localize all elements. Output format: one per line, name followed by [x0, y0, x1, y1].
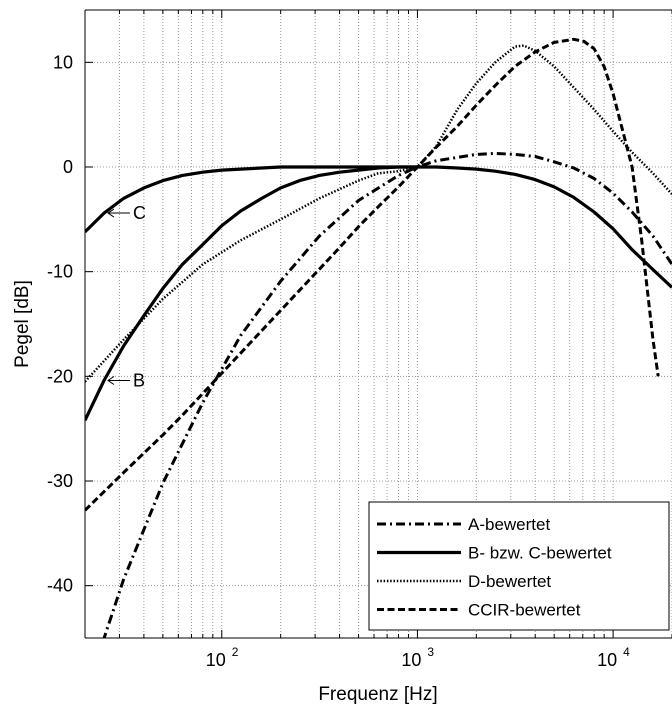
y-tick-label: -10 — [47, 262, 73, 282]
y-tick-label: -30 — [47, 471, 73, 491]
annotation-label-1: B — [133, 371, 145, 391]
y-tick-label: 10 — [53, 52, 73, 72]
annotation-layer: CB — [107, 203, 146, 391]
y-tick-label: -40 — [47, 576, 73, 596]
x-tick-label: 10 — [401, 650, 421, 670]
annotation-arrowhead-1 — [107, 376, 115, 385]
x-tick-label-exponent: 4 — [623, 645, 630, 659]
legend: A-bewertet B- bzw. C-bewertet D-bewertet CC… — [368, 501, 670, 631]
annotation-arrowhead-0 — [107, 208, 115, 218]
y-tick-label: -20 — [47, 366, 73, 386]
x-axis-label: Frequenz [Hz] — [318, 684, 437, 705]
y-tick-label: 0 — [63, 157, 73, 177]
tick-layer: 10 0 -10 -20 -30 -40 10 2 10 3 10 4 — [47, 10, 672, 670]
legend-label-2: D-bewertet — [468, 572, 551, 591]
x-tick-label-exponent: 2 — [232, 645, 239, 659]
y-axis-label: Pegel [dB] — [12, 280, 33, 368]
legend-label-3: CCIR-bewertet — [468, 601, 581, 620]
series-line-4 — [85, 37, 660, 512]
x-tick-label-exponent: 3 — [427, 645, 434, 659]
legend-label-1: B- bzw. C-bewertet — [468, 544, 612, 563]
series-line-3 — [85, 44, 672, 383]
series-line-2 — [85, 165, 418, 234]
x-tick-label: 10 — [206, 650, 226, 670]
legend-label-0: A-bewertet — [468, 515, 550, 534]
x-tick-label: 10 — [597, 650, 617, 670]
series-layer — [85, 37, 672, 638]
annotation-label-0: C — [133, 203, 146, 223]
